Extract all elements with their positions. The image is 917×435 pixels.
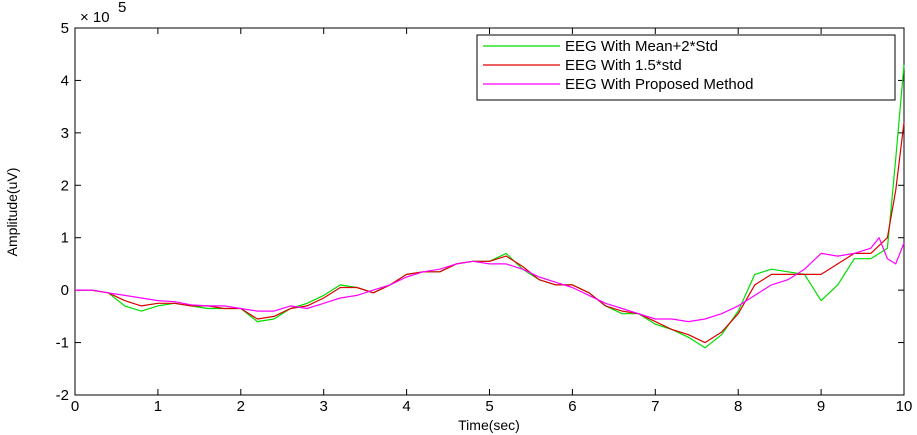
x-tick-label: 10 (896, 398, 913, 415)
y-tick-label: 5 (61, 20, 69, 37)
y-tick-label: -2 (56, 387, 69, 404)
y-tick-label: 1 (61, 230, 69, 247)
y-tick-label: 4 (61, 72, 69, 89)
x-axis-label: Time(sec) (458, 417, 520, 433)
x-tick-label: 2 (237, 398, 245, 415)
x-tick-label: 9 (817, 398, 825, 415)
x-tick-label: 5 (485, 398, 493, 415)
y-multiplier-label: × 10 (80, 9, 110, 26)
legend-label-0: EEG With Mean+2*Std (565, 38, 718, 55)
y-multiplier-exponent: 5 (118, 0, 126, 16)
axis-ticks: 0 1 2 3 4 5 6 7 8 9 10 -2 -1 0 1 2 3 4 5 (56, 20, 913, 415)
x-tick-label: 8 (734, 398, 742, 415)
y-tick-label: 2 (61, 177, 69, 194)
y-axis-label: Amplitude(uV) (4, 168, 20, 257)
legend-label-1: EEG With 1.5*std (565, 57, 682, 74)
legend-label-2: EEG With Proposed Method (565, 76, 753, 93)
series-lines (75, 64, 905, 349)
y-tick-label: 3 (61, 125, 69, 142)
x-tick-label: 1 (154, 398, 162, 415)
x-tick-label: 0 (71, 398, 79, 415)
series-line-1 (75, 122, 905, 344)
legend: EEG With Mean+2*Std EEG With 1.5*std EEG W… (476, 34, 896, 101)
x-tick-label: 4 (402, 398, 410, 415)
x-tick-label: 6 (568, 398, 576, 415)
series-line-0 (75, 64, 905, 349)
x-tick-label: 3 (320, 398, 328, 415)
x-tick-label: 7 (651, 398, 659, 415)
y-tick-label: 0 (61, 282, 69, 299)
y-tick-label: -1 (56, 335, 69, 352)
series-line-2 (75, 237, 905, 323)
